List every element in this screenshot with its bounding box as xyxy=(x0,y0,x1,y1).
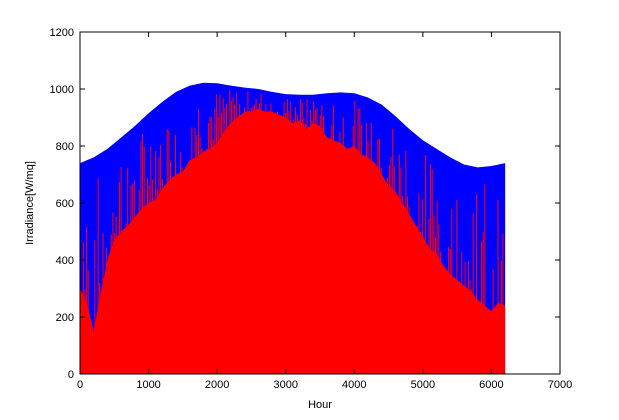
x-tick-label: 3000 xyxy=(273,379,297,391)
x-tick-label: 1000 xyxy=(136,379,160,391)
y-tick-label: 400 xyxy=(56,255,74,267)
y-tick-label: 600 xyxy=(56,198,74,210)
x-axis-label: Hour xyxy=(308,399,332,411)
x-tick-label: 5000 xyxy=(411,379,435,391)
y-axis-label: Irradiance[W/mq] xyxy=(24,161,36,245)
x-tick-label: 7000 xyxy=(548,379,572,391)
x-axis: 0 1000 2000 3000 4000 5000 6000 7000 xyxy=(77,32,572,391)
x-tick-label: 4000 xyxy=(342,379,366,391)
x-tick-label: 6000 xyxy=(479,379,503,391)
x-tick-label: 0 xyxy=(77,379,83,391)
y-tick-label: 200 xyxy=(56,312,74,324)
x-tick-label: 2000 xyxy=(205,379,229,391)
y-tick-label: 800 xyxy=(56,141,74,153)
y-tick-label: 1000 xyxy=(50,84,74,96)
y-tick-label: 1200 xyxy=(50,27,74,39)
y-tick-label: 0 xyxy=(68,369,74,381)
y-axis: 0 200 400 600 800 1000 1200 xyxy=(50,27,560,381)
